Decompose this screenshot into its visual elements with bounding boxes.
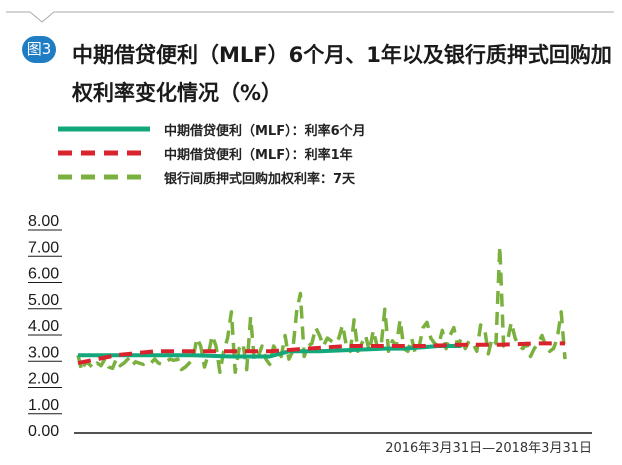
y-tick-label: 4.00	[28, 318, 59, 335]
legend-label-mlf-6m: 中期借贷便利（MLF）：利率6个月	[164, 123, 366, 139]
legend-label-mlf-1y: 中期借贷便利（MLF）：利率1年	[164, 147, 353, 163]
top-frame-line	[6, 11, 614, 23]
legend-item-repo-7d: 银行间质押式回购加权利率：7天	[58, 165, 478, 189]
series-line-repo-7d	[76, 244, 567, 375]
series-line-mlf-1y	[77, 341, 565, 366]
legend-item-mlf-6m: 中期借贷便利（MLF）：利率6个月	[58, 117, 478, 141]
legend-label-repo-7d: 银行间质押式回购加权利率：7天	[164, 171, 356, 187]
y-tick-label: 1.00	[28, 397, 59, 414]
chart-title: 中期借贷便利（MLF）6个月、1年以及银行质押式回购加权利率变化情况（%）	[72, 43, 612, 105]
legend-swatch-mlf-1y	[58, 150, 150, 156]
chart-legend: 中期借贷便利（MLF）：利率6个月 中期借贷便利（MLF）：利率1年 银行间质押…	[58, 117, 478, 189]
y-tick-label: 7.00	[28, 239, 59, 256]
x-axis-label: 2016年3月31日—2018年3月31日	[385, 441, 592, 456]
y-tick-label: 8.00	[28, 213, 59, 230]
y-tick-label: 0.00	[28, 423, 59, 438]
figure-badge: 图3	[22, 36, 56, 63]
line-chart: 0.00 1.00 2.00 3.00 4.00 5.00 6.00 7.00 8.00	[28, 213, 592, 438]
legend-swatch-mlf-6m	[58, 126, 150, 132]
y-tick-label: 2.00	[28, 371, 59, 388]
y-tick-label: 3.00	[28, 344, 59, 361]
y-tick-label: 5.00	[28, 292, 59, 309]
legend-item-mlf-1y: 中期借贷便利（MLF）：利率1年	[58, 141, 478, 165]
legend-swatch-repo-7d	[58, 174, 150, 180]
y-tick-label: 6.00	[28, 266, 59, 283]
